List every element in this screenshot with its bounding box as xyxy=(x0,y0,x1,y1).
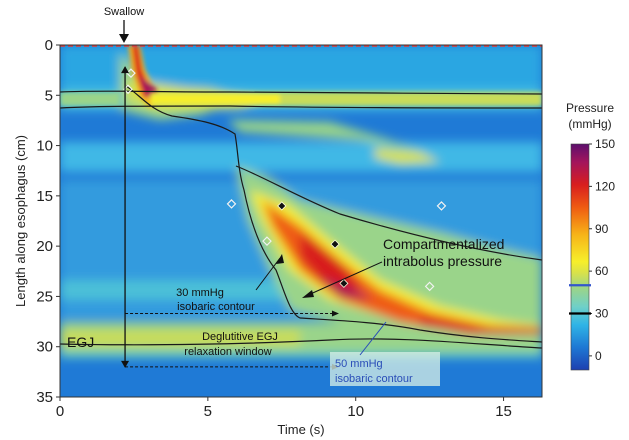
compartment-label-line1: Compartmentalized xyxy=(383,236,504,252)
axis-ticks: 0 5 10 15 0 5 10 15 20 25 30 35 xyxy=(36,37,512,420)
x-tick-label: 10 xyxy=(347,403,364,420)
x-axis-label: Time (s) xyxy=(277,422,324,437)
relax-label-line2: relaxation window xyxy=(184,346,271,358)
colorbar-gradient xyxy=(570,143,590,371)
y-tick-label: 35 xyxy=(36,389,53,406)
annotations: Swallow Compartmentalized intrabolus pre… xyxy=(67,6,504,386)
y-tick-label: 0 xyxy=(45,37,53,54)
colorbar-tick-label: 0 xyxy=(595,349,602,363)
y-axis-label: Length along esophagus (cm) xyxy=(13,135,28,307)
iso50-pointer xyxy=(359,321,387,356)
relaxation-window-lines xyxy=(121,66,339,370)
diamond-marker xyxy=(436,201,447,211)
y-tick-label: 20 xyxy=(36,238,53,255)
iso30-pointer xyxy=(255,257,281,291)
x-tick-label: 5 xyxy=(204,403,212,420)
contour-30-mmhg xyxy=(60,85,542,349)
colorbar-tick-label: 120 xyxy=(595,179,615,193)
colorbar-title-line1: Pressure xyxy=(566,101,614,115)
diamond-marker xyxy=(339,278,349,288)
colorbar-title-line2: (mmHg) xyxy=(568,117,611,131)
y-tick-label: 5 xyxy=(45,87,53,104)
iso30-label-line2: isobaric contour xyxy=(177,301,255,313)
upper-contraction-band xyxy=(60,92,542,106)
iso50-label-box xyxy=(330,352,440,386)
compartment-label-line2: intrabolus pressure xyxy=(383,253,502,269)
colorbar-tick-label: 60 xyxy=(595,264,609,278)
diamond-marker xyxy=(226,199,237,209)
colorbar-tick-label: 90 xyxy=(595,222,609,236)
y-tick-label: 30 xyxy=(36,339,53,356)
x-tick-label: 15 xyxy=(495,403,512,420)
y-tick-label: 10 xyxy=(36,138,53,155)
diamond-marker xyxy=(277,201,287,211)
colorbar-tick-label: 150 xyxy=(595,137,615,151)
egj-label: EGJ xyxy=(67,334,94,350)
diamond-marker xyxy=(424,281,435,292)
plot-area xyxy=(59,44,543,398)
y-tick-label: 15 xyxy=(36,188,53,205)
x-tick-label: 0 xyxy=(56,403,64,420)
colorbar-ticks: 0 30 60 90 120 150 xyxy=(569,137,615,363)
relax-label-line1: Deglutitive EGJ xyxy=(202,331,278,343)
iso50-label-line1: 50 mmHg xyxy=(335,358,383,370)
compartment-pointer-head xyxy=(302,290,314,298)
swallow-arrowhead xyxy=(119,34,129,43)
compartment-pointer xyxy=(305,261,383,297)
swallow-label: Swallow xyxy=(104,6,144,18)
colorbar: Pressure (mmHg) 0 30 60 90 120 150 xyxy=(566,101,615,371)
marker-layer xyxy=(123,68,447,292)
diamond-marker xyxy=(262,236,272,246)
relaxation-arrowhead xyxy=(331,310,339,317)
swallow-line-bottom-arrow xyxy=(121,360,130,368)
iso50-label-line2: isobaric contour xyxy=(335,373,413,385)
y-tick-label: 25 xyxy=(36,288,53,305)
plot-frame xyxy=(59,44,543,398)
iso30-pointer-head xyxy=(276,254,284,264)
swallow-line-top-arrow xyxy=(121,66,130,74)
diamond-marker xyxy=(330,239,340,249)
colorbar-tick-label: 30 xyxy=(595,307,609,321)
iso30-label-line1: 30 mmHg xyxy=(176,287,224,299)
